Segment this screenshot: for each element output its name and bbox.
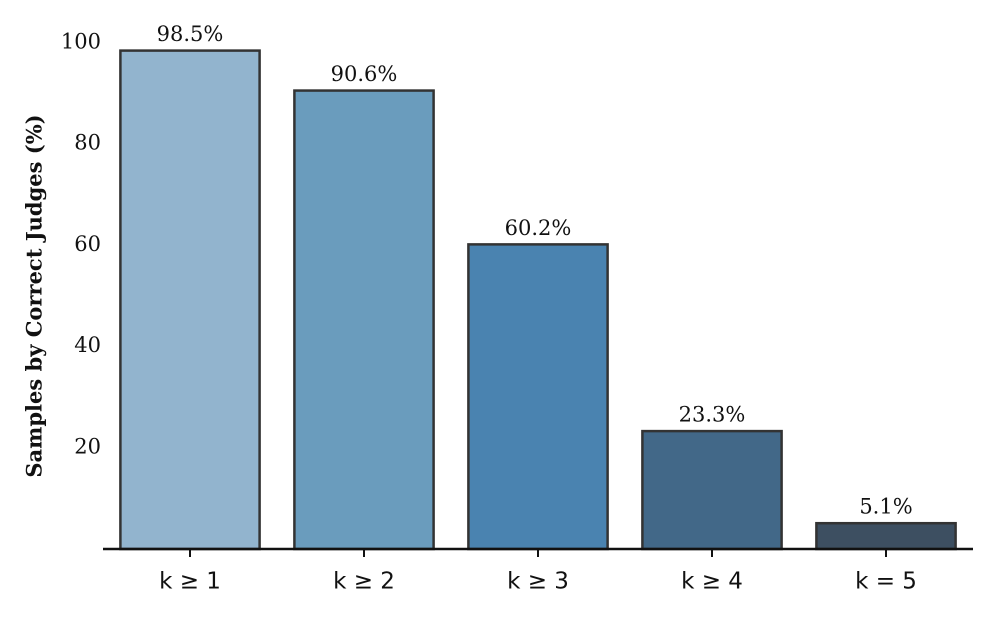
x-tick-label: k ≥ 1	[159, 569, 221, 595]
value-label: 60.2%	[505, 216, 572, 240]
x-tick-label: k ≥ 3	[507, 569, 569, 595]
y-tick-label: 20	[74, 434, 101, 458]
y-tick-label: 100	[61, 30, 101, 54]
y-tick-label: 80	[74, 131, 101, 155]
bar	[467, 243, 609, 551]
y-tick-label: 40	[74, 333, 101, 357]
y-axis-label: Samples by Correct Judges (%)	[22, 114, 47, 477]
value-label: 90.6%	[331, 62, 398, 86]
x-tick-label: k ≥ 2	[333, 569, 395, 595]
value-label: 5.1%	[859, 495, 912, 519]
bar	[293, 89, 435, 551]
bar	[119, 49, 261, 551]
value-label: 23.3%	[679, 403, 746, 427]
x-tick-label: k = 5	[855, 569, 917, 595]
y-tick-label: 60	[74, 232, 101, 256]
value-label: 98.5%	[157, 22, 224, 46]
bar	[641, 429, 783, 551]
x-tick-label: k ≥ 4	[681, 569, 743, 595]
bar	[815, 521, 957, 551]
